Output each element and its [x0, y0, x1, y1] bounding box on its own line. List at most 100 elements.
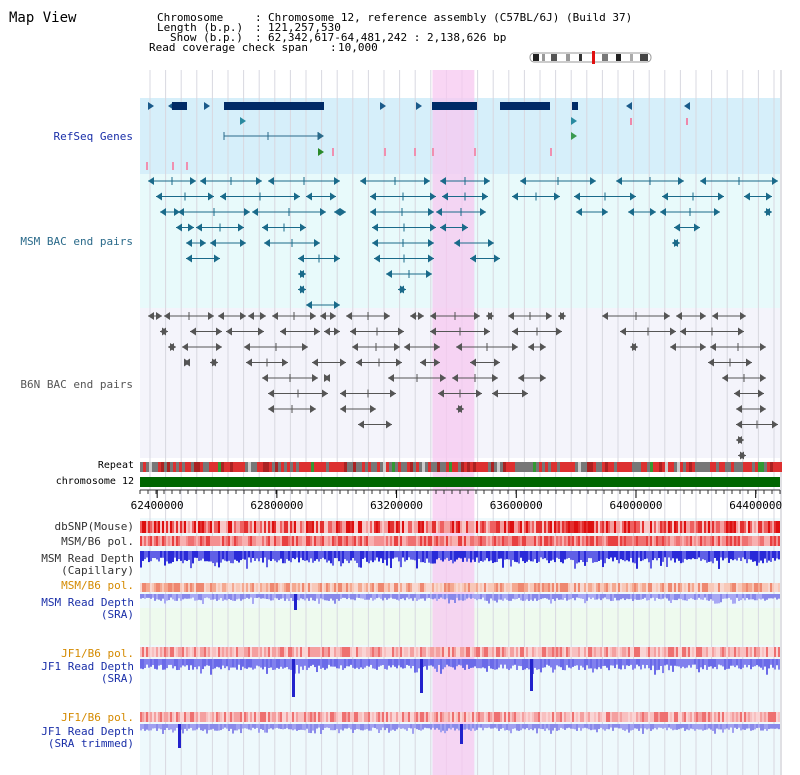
depth-bar [500, 659, 502, 665]
depth-bar [382, 724, 384, 728]
depth-bar [778, 594, 780, 599]
heat-cell [596, 583, 598, 592]
bac-end-left [404, 343, 410, 351]
heat-cell [542, 536, 544, 546]
heat-cell [434, 521, 436, 533]
heat-cell [444, 521, 446, 533]
heat-cell [694, 712, 696, 722]
heat-cell [460, 647, 462, 657]
depth-bar [218, 659, 220, 668]
chromosome-ideogram [529, 51, 652, 64]
bac-end-right [208, 312, 214, 320]
depth-bar [386, 724, 388, 729]
depth-bar [426, 551, 428, 559]
depth-bar [620, 724, 622, 729]
depth-bar [310, 594, 312, 598]
depth-bar [468, 551, 470, 559]
heat-cell [308, 521, 310, 533]
heat-cell [438, 712, 440, 722]
depth-bar [152, 724, 154, 729]
heat-cell [392, 583, 394, 592]
heat-cell [646, 536, 648, 546]
depth-bar [540, 724, 542, 730]
heat-cell [572, 647, 574, 657]
axis-tick-label: 62800000 [250, 499, 304, 512]
heat-cell [580, 583, 582, 592]
heat-cell [778, 647, 780, 657]
depth-bar [184, 724, 186, 729]
heat-cell [470, 647, 472, 657]
heat-cell [290, 521, 292, 533]
depth-bar [192, 724, 194, 731]
depth-bar [354, 594, 356, 601]
heat-cell [356, 536, 358, 546]
heat-cell [260, 583, 262, 592]
depth-bar [190, 724, 192, 728]
heat-cell [444, 712, 446, 722]
depth-bar [416, 551, 418, 569]
heat-cell [336, 647, 338, 657]
heat-cell [384, 712, 386, 722]
heat-cell [586, 712, 588, 722]
heat-cell [522, 712, 524, 722]
depth-bar [484, 594, 486, 601]
repeat-segment [287, 462, 290, 472]
heat-cell [324, 536, 326, 546]
heat-cell [410, 583, 412, 592]
repeat-segment [497, 462, 500, 472]
heat-cell [258, 521, 260, 533]
bac-end-left [662, 192, 668, 201]
depth-bar [578, 724, 580, 728]
heat-cell [338, 536, 340, 546]
heat-cell [468, 712, 470, 722]
heat-cell [520, 647, 522, 657]
bac-end-left [358, 420, 364, 429]
heat-cell [578, 536, 580, 546]
repeat-segment [644, 462, 647, 472]
depth-bar [596, 724, 598, 733]
depth-bar [564, 659, 566, 671]
depth-bar [618, 659, 620, 669]
heat-cell [656, 583, 658, 592]
heat-cell [252, 583, 254, 592]
heat-cell [188, 712, 190, 722]
heat-cell [540, 647, 542, 657]
depth-bar [322, 551, 324, 558]
depth-bar [702, 551, 704, 560]
bac-end-left [370, 208, 376, 216]
depth-bar [442, 551, 444, 562]
heat-cell [436, 583, 438, 592]
bac-end-right [428, 239, 434, 247]
heat-cell [314, 536, 316, 546]
heat-cell [598, 647, 600, 657]
heat-cell [322, 647, 324, 657]
repeat-segment [752, 462, 755, 472]
heat-cell [194, 521, 196, 533]
heat-cell [666, 536, 668, 546]
depth-spike [420, 659, 423, 693]
depth-bar [734, 551, 736, 560]
depth-bar [180, 594, 182, 601]
heat-cell [458, 536, 460, 546]
depth-bar [560, 594, 562, 600]
heat-cell [280, 521, 282, 533]
heat-cell [550, 712, 552, 722]
heat-cell [684, 536, 686, 546]
heat-cell [372, 712, 374, 722]
heat-cell [270, 583, 272, 592]
heat-cell [524, 647, 526, 657]
heat-cell [612, 712, 614, 722]
depth-bar [512, 594, 514, 599]
heat-cell [622, 536, 624, 546]
heat-cell [690, 583, 692, 592]
heat-cell [380, 536, 382, 546]
heat-cell [624, 521, 626, 533]
heat-cell [744, 647, 746, 657]
heat-cell [590, 647, 592, 657]
heat-cell [408, 712, 410, 722]
repeat-segment [524, 462, 527, 472]
heat-cell [296, 583, 298, 592]
depth-bar [758, 594, 760, 599]
bac-end-left [356, 358, 362, 367]
